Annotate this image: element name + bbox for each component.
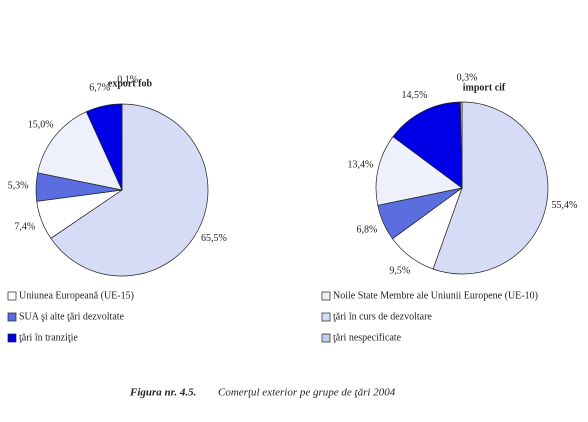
- pie-slice: [460, 101, 463, 189]
- value-label: 9,5%: [389, 266, 410, 277]
- chart-title: import cif: [463, 82, 506, 93]
- legend-label: ţări în tranziţie: [19, 332, 78, 343]
- value-label: 55,4%: [552, 200, 578, 211]
- caption-text: Comerţul exterior pe grupe de ţări 2004: [218, 387, 396, 399]
- legend-label: ţări în curs de dezvoltare: [333, 311, 432, 322]
- value-label: 6,8%: [356, 224, 377, 235]
- legend-label: ţări nespecificate: [333, 332, 402, 343]
- value-label: 14,5%: [402, 90, 428, 101]
- legend-label: Uniunea Europeană (UE-15): [19, 290, 134, 301]
- legend-swatch: [321, 312, 331, 322]
- pie-slice: [37, 111, 123, 191]
- value-label: 13,4%: [348, 160, 374, 171]
- value-label: 0,3%: [457, 72, 478, 83]
- legend-label: SUA şi alte ţări dezvoltate: [19, 311, 125, 322]
- legend-swatch: [321, 291, 331, 301]
- value-label: 0,1%: [117, 74, 138, 85]
- value-label: 65,5%: [201, 233, 227, 244]
- legend-swatch: [7, 312, 17, 322]
- pie-slice: [375, 136, 463, 206]
- pie-slice: [50, 103, 209, 277]
- caption-number: Figura nr. 4.5.: [129, 387, 196, 399]
- legend-swatch: [7, 291, 17, 301]
- legend-swatch: [7, 333, 17, 343]
- value-label: 6,7%: [89, 83, 110, 94]
- pie-slice: [121, 103, 123, 191]
- legend-label: Noile State Membre ale Uniunii Europene …: [333, 290, 538, 301]
- legend-swatch: [321, 333, 331, 343]
- value-label: 15,0%: [28, 120, 54, 131]
- chart-title: export fob: [108, 78, 153, 89]
- pie-slice: [392, 101, 463, 189]
- value-label: 5,3%: [8, 181, 29, 192]
- pie-slice: [432, 101, 549, 275]
- value-label: 7,4%: [14, 221, 35, 232]
